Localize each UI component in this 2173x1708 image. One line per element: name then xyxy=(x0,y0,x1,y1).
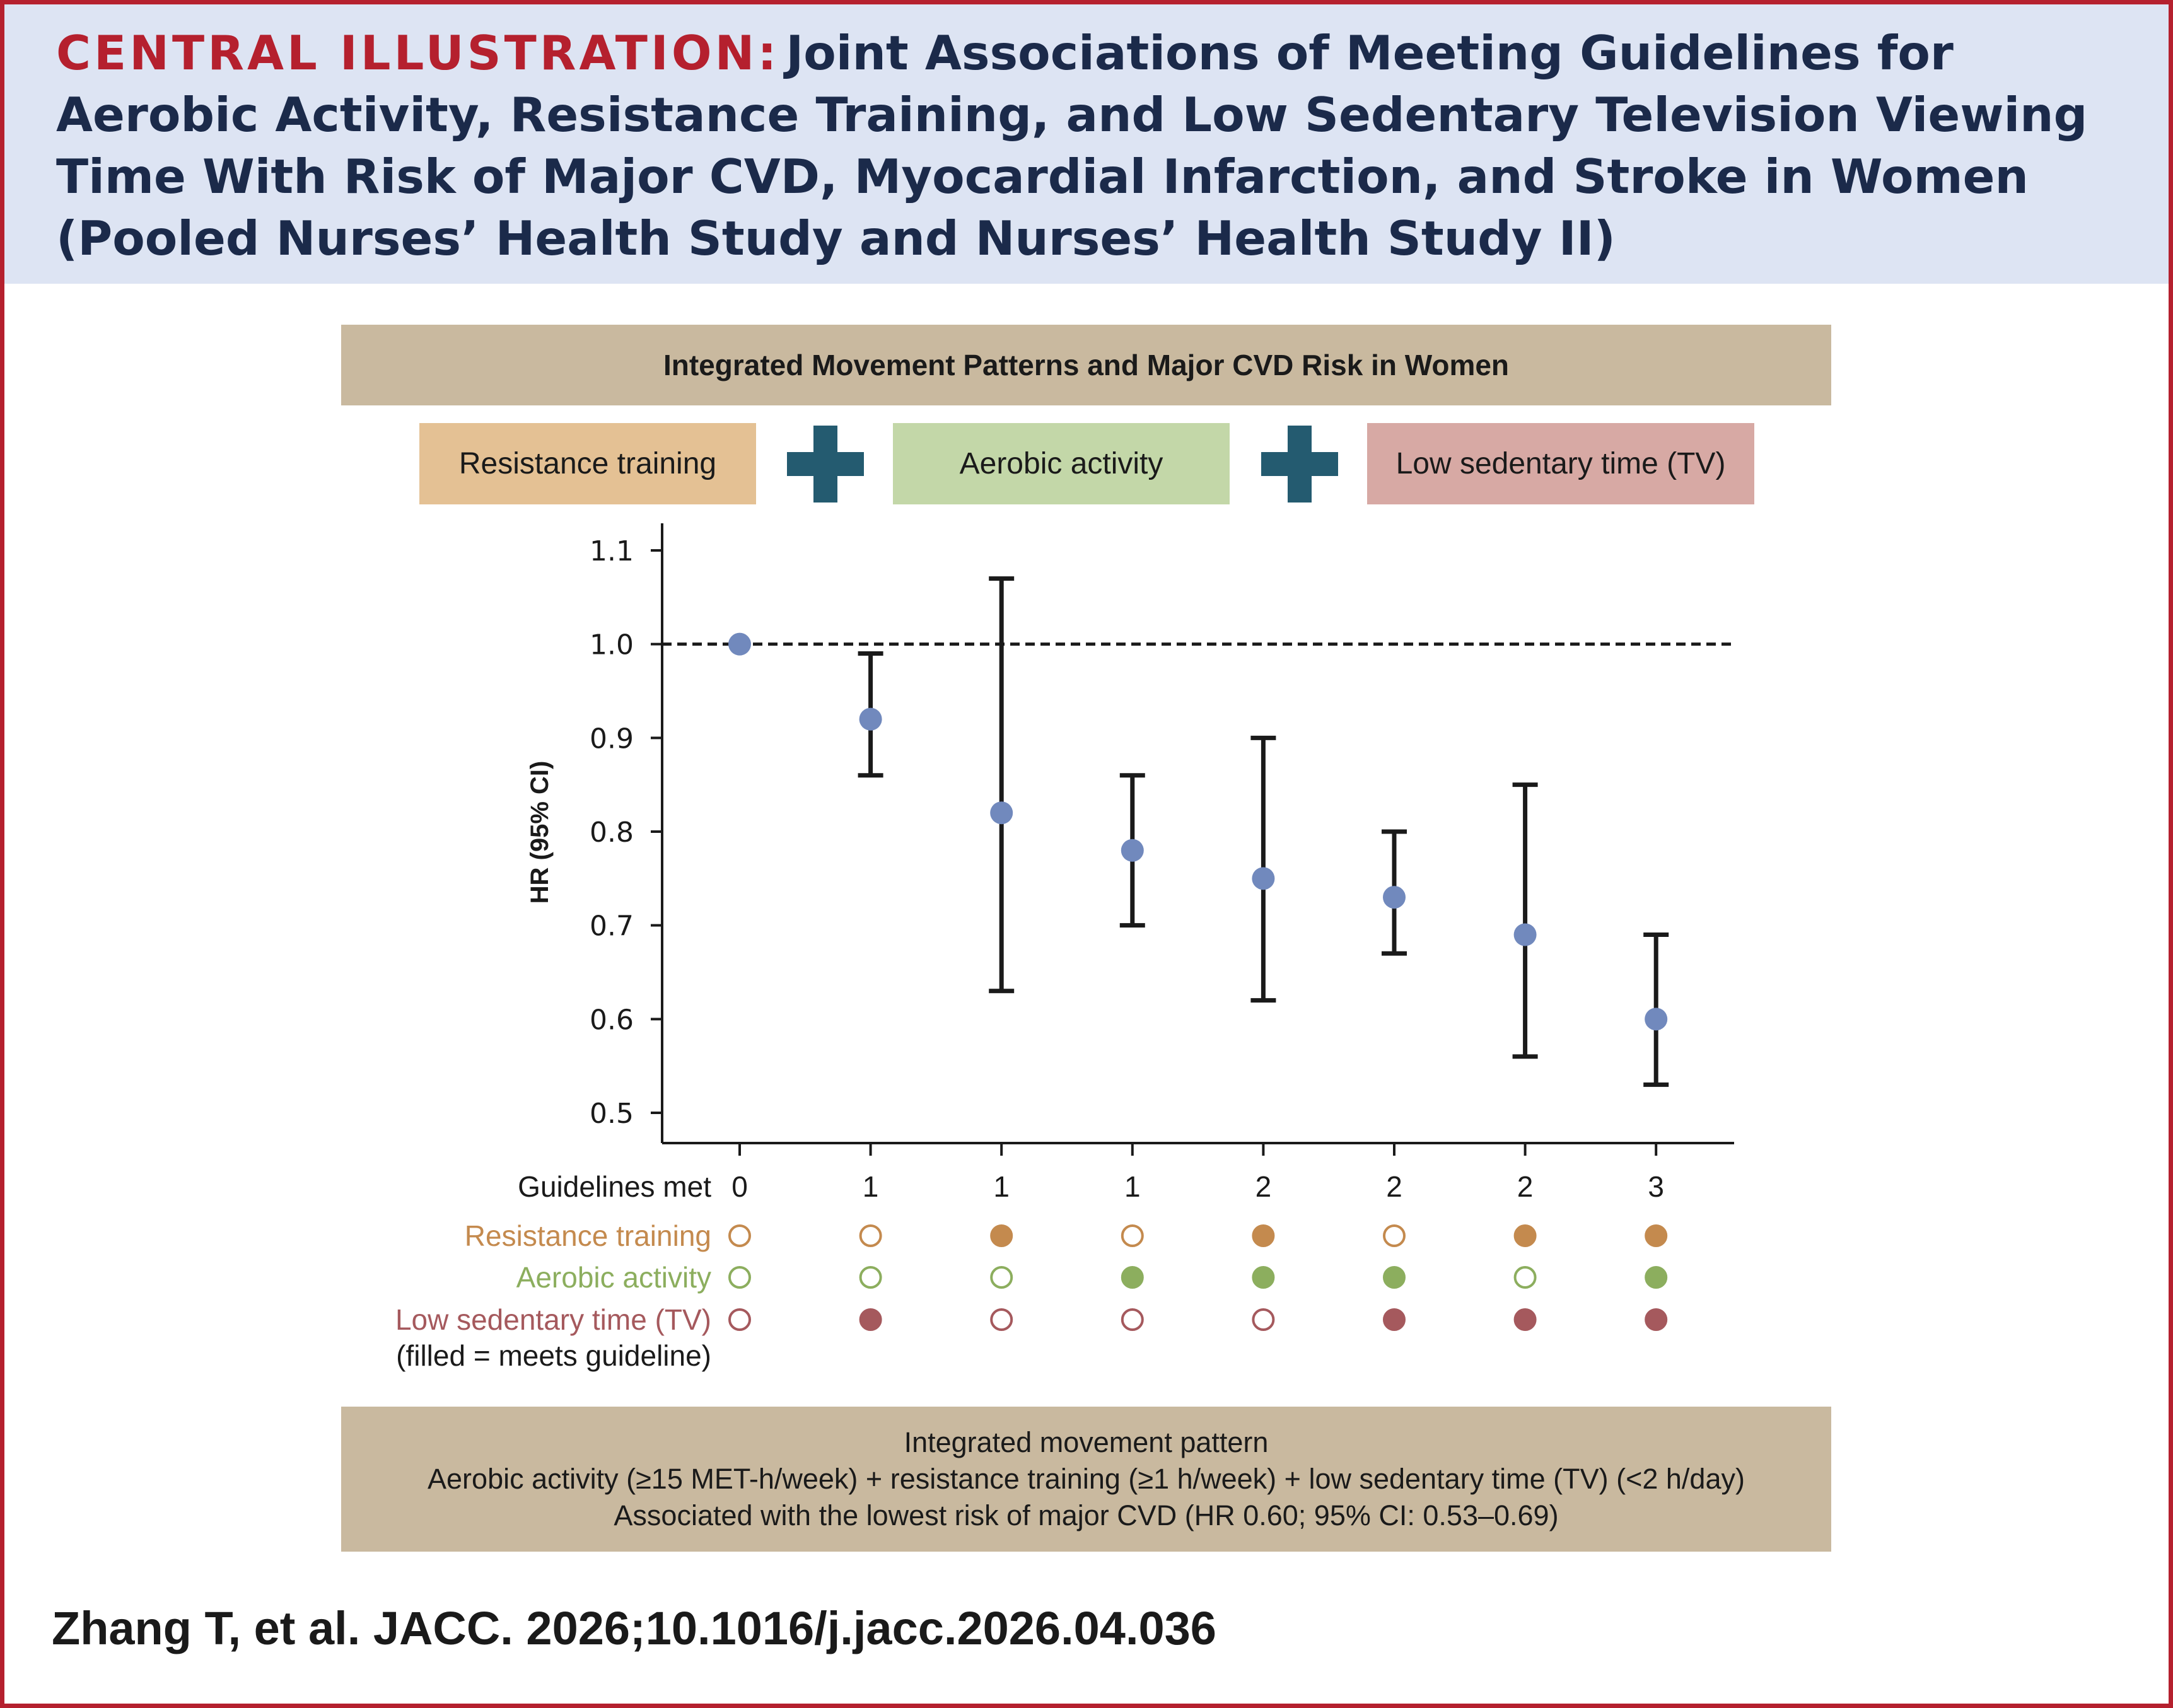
hr-point xyxy=(1645,1008,1668,1031)
y-tick-label: 0.5 xyxy=(590,1098,634,1130)
aerobic-indicator-filled xyxy=(1252,1266,1275,1289)
title-text: Joint Associations of Meeting Guidelines… xyxy=(56,25,2088,266)
sedentary-indicator-filled xyxy=(859,1308,882,1331)
guidelines-met-count: 1 xyxy=(1124,1170,1141,1203)
legend-note: (filled = meets guideline) xyxy=(396,1339,711,1372)
resistance-indicator-open xyxy=(859,1224,882,1247)
hr-point xyxy=(1513,923,1537,946)
sedentary-indicator-filled xyxy=(1513,1308,1537,1331)
guidelines-met-count: 1 xyxy=(863,1170,879,1203)
resistance-indicator-open xyxy=(1121,1224,1144,1247)
aerobic-indicator-filled xyxy=(1645,1266,1668,1289)
guidelines-met-count: 3 xyxy=(1648,1170,1664,1203)
aerobic-indicator-filled xyxy=(1121,1266,1144,1289)
guidelines-met-count: 1 xyxy=(993,1170,1010,1203)
plus-icon xyxy=(787,426,864,503)
hr-point xyxy=(1383,886,1406,909)
resistance-indicator-filled xyxy=(1252,1224,1275,1247)
header: CENTRAL ILLUSTRATION: Joint Associations … xyxy=(4,4,2169,284)
summary-heading: Integrated movement pattern xyxy=(904,1426,1269,1458)
aerobic-indicator-filled xyxy=(1383,1266,1406,1289)
guidelines-met-count: 2 xyxy=(1517,1170,1534,1203)
sedentary-indicator-open xyxy=(1252,1308,1275,1331)
hr-point xyxy=(990,801,1013,825)
sedentary-indicator-open xyxy=(728,1308,751,1331)
citation: Zhang T, et al. JACC. 2026;10.1016/j.jac… xyxy=(52,1602,1216,1654)
y-tick-label: 0.9 xyxy=(590,723,634,755)
sedentary-indicator-open xyxy=(990,1308,1013,1331)
resistance-indicator-filled xyxy=(1513,1224,1537,1247)
summary-box: Integrated movement pattern Aerobic acti… xyxy=(341,1407,1831,1552)
resistance-indicator-filled xyxy=(990,1224,1013,1247)
y-tick-label: 0.8 xyxy=(590,816,634,849)
hr-point xyxy=(1252,867,1275,890)
y-axis-label: HR (95% CI) xyxy=(526,761,554,904)
sedentary-indicator-filled xyxy=(1645,1308,1668,1331)
guidelines-met-count: 2 xyxy=(1255,1170,1272,1203)
resistance-indicator-filled xyxy=(1645,1224,1668,1247)
sedentary-indicator-filled xyxy=(1383,1308,1406,1331)
aerobic-activity-box: Aerobic activity xyxy=(893,423,1230,504)
hr-point xyxy=(728,632,751,656)
low-sedentary-box: Low sedentary time (TV) xyxy=(1367,423,1754,504)
guidelines-met-label: Guidelines met xyxy=(518,1170,711,1203)
sedentary-row-label: Low sedentary time (TV) xyxy=(395,1303,711,1336)
resistance-row-label: Resistance training xyxy=(465,1219,711,1252)
title-lead: CENTRAL ILLUSTRATION: xyxy=(56,25,780,81)
aerobic-indicator-open xyxy=(859,1266,882,1289)
chart-banner: Integrated Movement Patterns and Major C… xyxy=(341,325,1831,405)
y-tick-label: 0.6 xyxy=(590,1004,634,1036)
guidelines-met-count: 0 xyxy=(731,1170,748,1203)
aerobic-indicator-open xyxy=(728,1266,751,1289)
y-tick-label: 1.0 xyxy=(590,629,634,661)
plus-icon xyxy=(1261,426,1338,503)
y-tick-label: 1.1 xyxy=(590,535,634,567)
summary-result: Associated with the lowest risk of major… xyxy=(614,1499,1559,1531)
summary-definition: Aerobic activity (≥15 MET-h/week) + resi… xyxy=(428,1463,1745,1495)
hr-point xyxy=(1121,839,1144,862)
hr-point xyxy=(859,707,882,731)
aerobic-row-label: Aerobic activity xyxy=(516,1261,711,1294)
aerobic-indicator-open xyxy=(990,1266,1013,1289)
guidelines-met-count: 2 xyxy=(1386,1170,1402,1203)
resistance-indicator-open xyxy=(1383,1224,1406,1247)
sedentary-indicator-open xyxy=(1121,1308,1144,1331)
resistance-training-box: Resistance training xyxy=(419,423,756,504)
page-title: CENTRAL ILLUSTRATION: Joint Associations … xyxy=(56,22,2150,269)
aerobic-indicator-open xyxy=(1513,1266,1537,1289)
resistance-indicator-open xyxy=(728,1224,751,1247)
y-tick-label: 0.7 xyxy=(590,910,634,943)
